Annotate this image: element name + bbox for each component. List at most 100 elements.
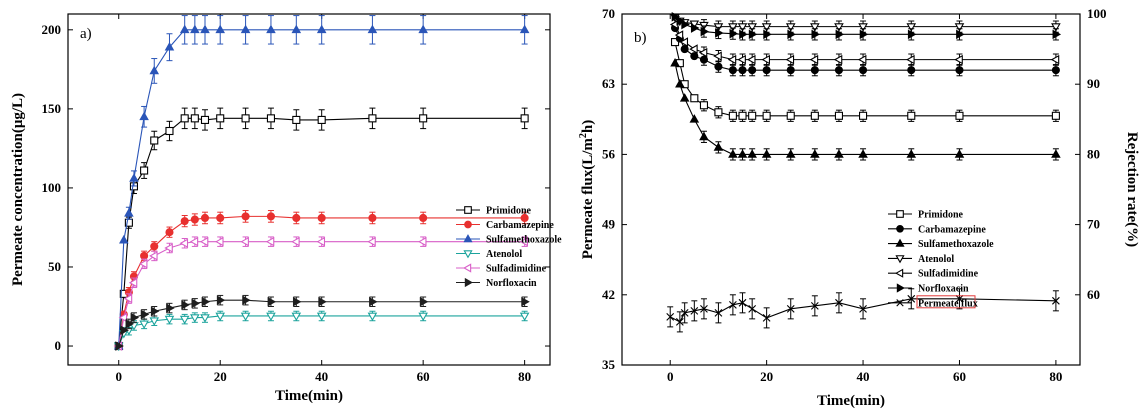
- series-line-primidone: [118, 117, 525, 347]
- legend-marker: [896, 224, 904, 233]
- data-point-primidone: [859, 111, 868, 120]
- x-tick-label: 40: [315, 369, 328, 384]
- x-tick-label: 40: [857, 369, 870, 384]
- data-point-sulfadimidine: [519, 236, 528, 247]
- data-point-sulfadimidine: [954, 54, 963, 65]
- x-tick-label: 60: [417, 369, 430, 384]
- x-mark-stroke: [680, 308, 689, 317]
- x-mark-stroke: [700, 304, 708, 313]
- data-point-sulfadimidine: [747, 54, 756, 65]
- data-point-norfloxacin: [150, 306, 160, 317]
- y2-tick-label: 70: [1087, 217, 1100, 232]
- legend-label: Sulfadimidine: [486, 264, 547, 275]
- data-point-sulfadimidine: [164, 243, 173, 253]
- data-point-norfloxacin: [125, 319, 135, 329]
- data-point-sulfadimidine: [809, 54, 819, 65]
- data-point-sulfamethoxazole: [240, 24, 251, 34]
- y-tick-label: 42: [602, 287, 615, 302]
- x-tick-label: 0: [115, 369, 122, 384]
- legend-label: Permeate flux: [918, 298, 978, 309]
- data-point-sulfadimidine: [240, 236, 249, 247]
- data-point-primidone: [810, 111, 819, 120]
- data-point-atenolol: [1051, 23, 1061, 32]
- y2-axis-label: Rejection rate(%): [1124, 132, 1140, 247]
- data-point-sulfadimidine: [149, 251, 158, 261]
- data-point-sulfadimidine: [713, 51, 722, 61]
- data-point-sulfadimidine: [727, 54, 737, 65]
- data-point-permeate-flux: [728, 300, 737, 309]
- data-point-primidone: [368, 114, 377, 123]
- data-point-sulfadimidine: [189, 236, 199, 247]
- y-tick-label: 63: [602, 76, 616, 91]
- y-tick-label: 35: [602, 357, 616, 372]
- y-tick-label: 50: [48, 259, 61, 274]
- data-point-norfloxacin: [835, 29, 845, 40]
- y2-tick-label: 60: [1087, 287, 1100, 302]
- data-point-carbamazepine: [834, 66, 843, 75]
- data-point-norfloxacin: [956, 29, 965, 40]
- y-tick-label: 100: [42, 180, 62, 195]
- data-point-primidone: [714, 108, 723, 117]
- data-point-norfloxacin: [763, 29, 772, 40]
- legend-marker: [463, 263, 472, 273]
- data-point-norfloxacin: [748, 29, 758, 40]
- data-point-primidone: [317, 115, 326, 124]
- y-tick-label: 200: [42, 22, 62, 37]
- data-point-sulfamethoxazole: [139, 111, 149, 121]
- legend-highlight-box: [916, 295, 976, 309]
- data-point-atenolol: [747, 23, 757, 32]
- x-tick-label: 80: [518, 369, 531, 384]
- data-point-norfloxacin: [191, 298, 200, 309]
- data-point-permeate-flux: [714, 308, 723, 317]
- legend-label: Atenolol: [918, 254, 954, 265]
- y-axis-label-part: Permeate flux(L/m: [580, 138, 596, 260]
- data-point-primidone: [140, 166, 149, 175]
- data-point-sulfadimidine: [857, 54, 867, 65]
- data-point-atenolol: [834, 23, 844, 32]
- data-point-primidone: [216, 114, 225, 123]
- legend-marker: [895, 255, 905, 264]
- data-point-norfloxacin: [907, 29, 917, 40]
- x-mark-stroke: [666, 312, 675, 321]
- data-point-permeate-flux: [810, 301, 819, 310]
- data-point-carbamazepine: [714, 62, 723, 71]
- legend-label: Primidone: [486, 206, 532, 217]
- plot-frame: [67, 13, 551, 366]
- data-point-carbamazepine: [165, 228, 174, 237]
- data-point-norfloxacin: [1052, 29, 1062, 40]
- data-point-permeate-flux: [907, 294, 916, 303]
- data-point-primidone: [292, 115, 301, 124]
- data-point-carbamazepine: [786, 66, 795, 75]
- data-point-norfloxacin: [292, 296, 302, 307]
- data-point-atenolol: [418, 312, 428, 322]
- data-point-primidone: [907, 111, 916, 120]
- y-tick-label: 56: [602, 146, 616, 161]
- data-point-atenolol: [728, 23, 738, 32]
- data-point-primidone: [748, 111, 757, 120]
- data-point-atenolol: [190, 314, 200, 323]
- data-point-sulfadimidine: [679, 37, 689, 47]
- data-point-sulfamethoxazole: [367, 24, 378, 34]
- series-line-norfloxacin: [118, 299, 525, 347]
- panel-label: b): [634, 30, 647, 46]
- data-point-atenolol: [215, 312, 226, 322]
- data-point-norfloxacin: [181, 300, 190, 310]
- data-point-primidone: [699, 101, 709, 110]
- data-point-atenolol: [906, 23, 917, 32]
- data-point-carbamazepine: [728, 66, 737, 75]
- data-point-atenolol: [316, 312, 327, 322]
- data-point-sulfamethoxazole: [316, 24, 327, 34]
- data-point-sulfamethoxazole: [124, 208, 134, 217]
- data-point-carbamazepine: [200, 213, 210, 223]
- x-axis-label: Time(min): [275, 388, 343, 404]
- data-point-primidone: [190, 114, 199, 123]
- data-point-permeate-flux: [762, 313, 771, 322]
- data-point-carbamazepine: [216, 213, 225, 223]
- x-mark-stroke: [714, 308, 723, 317]
- data-point-primidone: [728, 111, 737, 120]
- x-tick-label: 80: [1049, 369, 1062, 384]
- data-point-sulfamethoxazole: [679, 93, 690, 102]
- x-tick-label: 20: [214, 369, 227, 384]
- x-mark-stroke: [835, 298, 843, 307]
- data-point-primidone: [834, 111, 843, 120]
